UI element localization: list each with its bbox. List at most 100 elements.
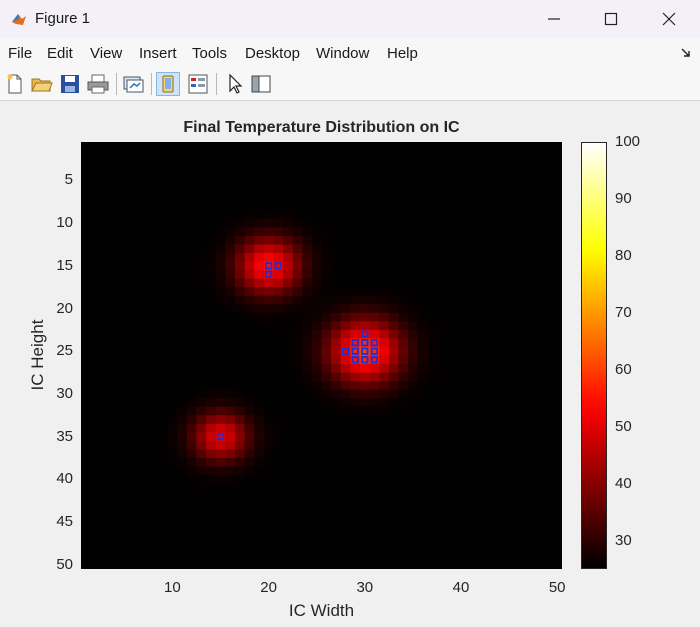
heatmap-cell	[206, 389, 217, 399]
menu-help[interactable]: Help	[387, 45, 418, 62]
heatmap-cell	[244, 278, 255, 288]
undock-arrow-icon[interactable]	[680, 47, 692, 59]
open-file-button[interactable]	[30, 72, 54, 96]
heatmap-cell	[456, 167, 467, 177]
heatmap-cell	[225, 278, 236, 288]
heatmap-cell	[504, 193, 515, 203]
heatmap-cell	[100, 483, 111, 493]
heatmap-cell	[388, 398, 400, 408]
heatmap-cell	[369, 193, 380, 203]
close-button[interactable]	[656, 6, 682, 32]
link-plot-button[interactable]	[121, 72, 145, 96]
heatmap-cell	[157, 432, 169, 442]
heatmap-cell	[456, 150, 467, 160]
property-inspector-button[interactable]	[186, 72, 210, 96]
heatmap-cell	[408, 406, 419, 416]
heatmap-cell	[446, 440, 457, 451]
hotspot-marker	[264, 262, 273, 270]
heatmap-cell	[379, 517, 390, 527]
menu-desktop[interactable]: Desktop	[245, 45, 301, 62]
heatmap-cell	[331, 295, 342, 305]
heatmap-cell	[475, 364, 486, 374]
heatmap-cell	[215, 193, 226, 203]
heatmap-cell	[485, 167, 496, 177]
heatmap-cell	[427, 304, 438, 314]
heatmap-cell	[340, 329, 351, 340]
save-button[interactable]	[58, 72, 82, 96]
heatmap-cell	[186, 449, 198, 459]
select-cursor-button[interactable]	[222, 72, 246, 96]
heatmap-cell	[504, 142, 515, 152]
heatmap-cell	[533, 492, 544, 502]
heatmap-cell	[388, 261, 400, 271]
heatmap-cell	[90, 184, 101, 194]
heatmap-cell	[292, 321, 303, 331]
heatmap-cell	[331, 167, 342, 177]
colorbar[interactable]	[581, 142, 607, 569]
heatmap-cell	[504, 270, 515, 280]
heatmap-cell	[446, 432, 457, 442]
heatmap-cell	[119, 295, 130, 305]
heatmap-cell	[369, 329, 380, 340]
heatmap-cell	[206, 346, 217, 357]
heatmap-cell	[186, 509, 198, 519]
heatmap-cell	[311, 432, 323, 442]
heatmap-cell	[254, 176, 265, 186]
heatmap-cell	[427, 159, 438, 169]
heatmap-axes[interactable]	[81, 142, 562, 569]
heatmap-cell	[350, 253, 361, 263]
heatmap-cell	[283, 210, 294, 220]
heatmap-cell	[485, 389, 496, 399]
heatmap-cell	[196, 261, 207, 271]
heatmap-cell	[109, 278, 121, 288]
print-button[interactable]	[86, 72, 110, 96]
heatmap-cell	[177, 517, 188, 527]
heatmap-cell	[129, 432, 140, 442]
heatmap-cell	[254, 235, 265, 246]
heatmap-cell	[81, 329, 92, 340]
y-tick-label: 45	[56, 513, 73, 531]
heatmap-cell	[456, 509, 467, 519]
maximize-button[interactable]	[598, 6, 624, 32]
menu-edit[interactable]: Edit	[47, 45, 73, 62]
menu-tools[interactable]: Tools	[192, 45, 228, 62]
heatmap-cell	[446, 321, 457, 331]
minimize-button[interactable]	[541, 6, 567, 32]
heatmap-cell	[244, 329, 255, 340]
heatmap-cell	[167, 551, 178, 562]
heatmap-cell	[427, 372, 438, 382]
new-figure-button[interactable]	[3, 72, 27, 96]
heatmap-cell	[427, 440, 438, 451]
heatmap-cell	[311, 304, 323, 314]
menu-insert[interactable]: Insert	[139, 45, 177, 62]
panel-button[interactable]	[249, 72, 273, 96]
menu-view[interactable]: View	[90, 45, 123, 62]
menu-file[interactable]: File	[8, 45, 33, 62]
heatmap-cell	[302, 500, 313, 510]
heatmap-cell	[157, 517, 169, 527]
heatmap-cell	[475, 176, 486, 186]
heatmap-cell	[129, 159, 140, 169]
dock-button[interactable]	[156, 72, 180, 96]
heatmap-cell	[234, 150, 246, 160]
heatmap-cell	[206, 551, 217, 562]
heatmap-cell	[119, 457, 130, 468]
heatmap-cell	[109, 184, 121, 194]
heatmap-cell	[408, 389, 419, 399]
heatmap-cell	[321, 355, 332, 365]
heatmap-cell	[379, 218, 390, 228]
heatmap-cell	[321, 500, 332, 510]
heatmap-cell	[359, 526, 371, 536]
heatmap-cell	[273, 193, 284, 203]
maximize-icon	[604, 12, 618, 26]
heatmap-cell	[321, 560, 332, 569]
heatmap-cell	[408, 270, 419, 280]
heatmap-cell	[177, 423, 188, 433]
heatmap-cell	[119, 159, 130, 169]
heatmap-cell	[196, 509, 207, 519]
heatmap-cell	[157, 150, 169, 160]
heatmap-cell	[504, 253, 515, 263]
heatmap-cell	[340, 372, 351, 382]
heatmap-cell	[388, 492, 400, 502]
menu-window[interactable]: Window	[316, 45, 370, 62]
